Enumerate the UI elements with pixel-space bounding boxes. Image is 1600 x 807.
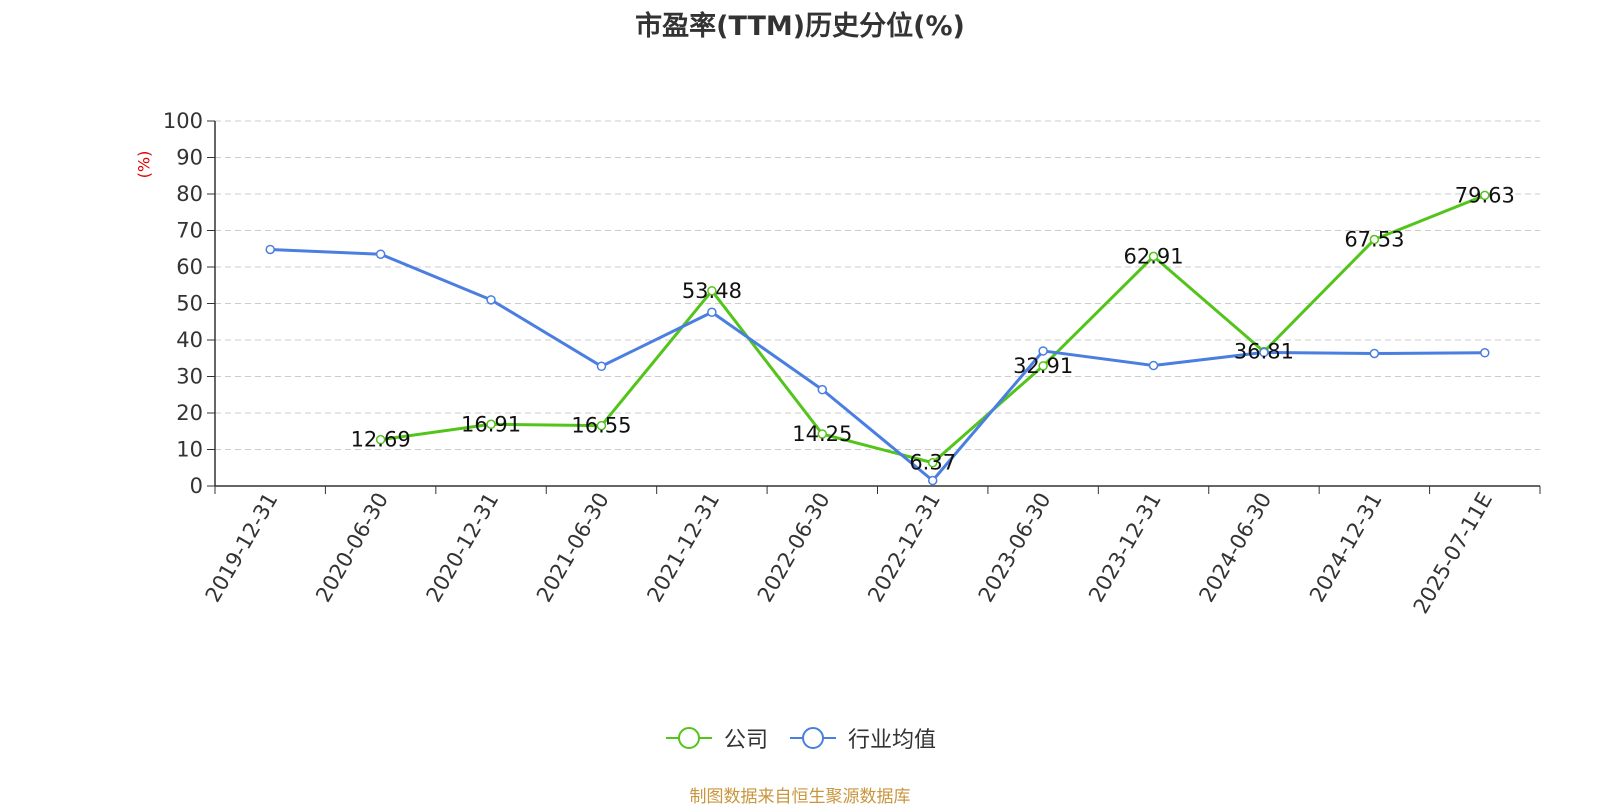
data-label: 16.91 — [461, 412, 521, 436]
data-label: 36.81 — [1234, 340, 1294, 364]
data-point — [1038, 361, 1048, 371]
data-point — [1369, 234, 1380, 245]
y-tick-label: 40 — [176, 328, 203, 352]
x-tick-label: 2022-12-31 — [863, 488, 945, 606]
x-tick-label: 2019-12-31 — [201, 489, 283, 607]
y-tick-label: 50 — [176, 292, 203, 316]
legend-marker-company-icon — [665, 727, 712, 749]
data-point — [596, 420, 607, 431]
series-lines — [265, 190, 1490, 486]
x-tick-label: 2022-06-30 — [753, 489, 835, 607]
data-label: 14.25 — [792, 422, 852, 446]
data-point — [596, 361, 607, 372]
chart-title: 市盈率(TTM)历史分位(%) — [635, 11, 965, 42]
x-tick-label: 2020-12-31 — [422, 488, 504, 606]
y-tick-label: 60 — [176, 255, 203, 279]
legend-label-company: 公司 — [723, 728, 768, 753]
x-tick-label: 2020-06-30 — [311, 489, 393, 607]
x-tick-label: 2024-12-31 — [1305, 489, 1387, 607]
data-point — [817, 429, 828, 439]
x-tick-label: 2025-07-11E — [1409, 489, 1497, 618]
data-point — [1369, 348, 1380, 359]
legend-label-industry: 行业均值 — [848, 728, 937, 753]
data-label: 79.63 — [1455, 183, 1515, 207]
data-point — [1148, 360, 1159, 371]
data-label: 62.91 — [1123, 244, 1183, 268]
grid-lines — [215, 120, 1540, 450]
data-point — [486, 419, 496, 430]
data-point — [1038, 346, 1048, 356]
source-note: 制图数据来自恒生聚源数据库 — [689, 787, 911, 807]
series-line-1 — [270, 247, 1485, 483]
data-point — [375, 434, 386, 445]
data-label: 6.37 — [909, 451, 956, 475]
data-label: 53.48 — [682, 279, 742, 303]
data-point — [1480, 348, 1490, 358]
legend: 公司 行业均值 — [0, 722, 1600, 754]
x-tick-label: 2023-12-31 — [1084, 489, 1166, 607]
x-tick-label: 2021-06-30 — [532, 489, 614, 607]
data-point — [817, 384, 828, 395]
data-point — [1480, 190, 1490, 201]
y-tick-label: 90 — [176, 146, 203, 170]
legend-item-industry[interactable]: 行业均值 — [788, 722, 936, 754]
data-point — [707, 307, 717, 318]
data-point — [927, 457, 938, 468]
legend-marker-industry-icon — [790, 727, 836, 749]
data-label: 16.55 — [571, 414, 631, 438]
data-point — [1259, 347, 1269, 358]
y-tick-label: 80 — [176, 182, 203, 206]
data-labels: 12.69 16.91 16.55 53.48 14.25 6.37 32.91 62.91 3… — [351, 183, 1515, 474]
data-point — [486, 295, 496, 305]
data-point — [265, 244, 275, 255]
data-label: 12.69 — [351, 428, 411, 452]
data-point — [707, 286, 717, 296]
series-line-0 — [380, 193, 1486, 465]
y-tick-label: 30 — [176, 365, 203, 389]
data-point — [927, 475, 938, 486]
x-tick-label: 2024-06-30 — [1194, 489, 1276, 607]
y-tick-label: 70 — [176, 219, 203, 243]
data-label: 67.53 — [1344, 228, 1404, 252]
y-tick-label: 100 — [163, 109, 203, 133]
x-tick-label: 2023-06-30 — [974, 489, 1056, 607]
axes: 0 10 20 30 40 50 60 70 80 90 100 2019-12-31 2020-06-… — [163, 109, 1541, 618]
y-tick-label: 20 — [176, 401, 203, 425]
data-label: 32.91 — [1013, 354, 1073, 378]
y-tick-label: 10 — [176, 438, 203, 462]
line-chart: 0 10 20 30 40 50 60 70 80 90 100 2019-12-31 2020-06-… — [163, 109, 1541, 618]
data-point — [375, 249, 386, 259]
data-point — [1148, 251, 1159, 262]
y-tick-label: 0 — [190, 474, 203, 498]
x-tick-label: 2021-12-31 — [642, 489, 724, 607]
legend-item-company[interactable]: 公司 — [664, 722, 768, 754]
